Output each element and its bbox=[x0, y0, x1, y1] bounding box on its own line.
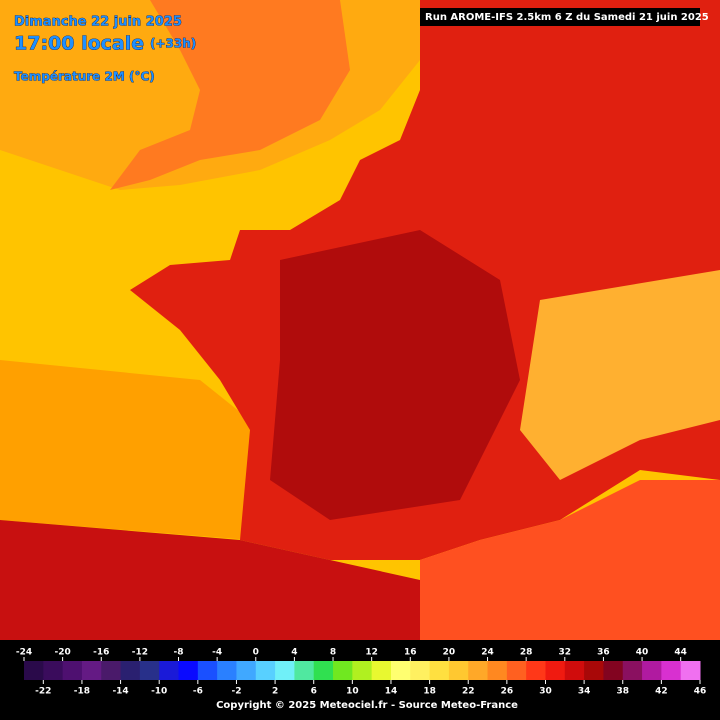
bay bbox=[0, 360, 250, 540]
legend-label: -8 bbox=[174, 648, 184, 658]
legend-label: 30 bbox=[539, 687, 552, 697]
legend-label: 4 bbox=[291, 648, 297, 658]
copyright: Copyright © 2025 Meteociel.fr - Source M… bbox=[216, 700, 518, 711]
legend-swatch bbox=[680, 661, 701, 680]
parameter: Température 2M (°C) bbox=[14, 70, 155, 84]
legend-label: -14 bbox=[112, 687, 128, 697]
legend-label: 2 bbox=[272, 687, 278, 697]
legend-label: 28 bbox=[520, 648, 533, 658]
legend-swatch bbox=[313, 661, 334, 680]
legend-swatch bbox=[410, 661, 431, 680]
legend-swatch bbox=[139, 661, 160, 680]
legend-label: 8 bbox=[330, 648, 336, 658]
legend-swatch bbox=[352, 661, 373, 680]
legend-label: -12 bbox=[132, 648, 148, 658]
legend-swatch bbox=[371, 661, 392, 680]
legend-swatch bbox=[487, 661, 508, 680]
legend-swatch bbox=[333, 661, 353, 680]
legend-label: 38 bbox=[616, 687, 629, 697]
legend-label: 32 bbox=[559, 648, 572, 658]
date: Dimanche 22 juin 2025 bbox=[14, 15, 182, 30]
legend-label: 20 bbox=[443, 648, 456, 658]
legend-swatch bbox=[275, 661, 295, 680]
legend-label: 44 bbox=[674, 648, 687, 658]
legend-label: -18 bbox=[74, 687, 90, 697]
legend-label: -24 bbox=[16, 648, 32, 658]
run-info: Run AROME-IFS 2.5km 6 Z du Samedi 21 jui… bbox=[425, 12, 709, 23]
legend-label: -6 bbox=[193, 687, 203, 697]
legend-swatch bbox=[622, 661, 643, 680]
legend-label: 36 bbox=[597, 648, 610, 658]
legend-label: -2 bbox=[231, 687, 241, 697]
mediterranean bbox=[420, 480, 720, 640]
legend-label: -22 bbox=[35, 687, 51, 697]
legend-swatch bbox=[62, 661, 83, 680]
legend-swatch bbox=[43, 661, 64, 680]
spain bbox=[0, 520, 420, 640]
legend-label: 42 bbox=[655, 687, 668, 697]
legend-swatch bbox=[197, 661, 218, 680]
legend-label: -16 bbox=[93, 648, 109, 658]
offset: (+33h) bbox=[150, 37, 196, 51]
legend-swatch bbox=[390, 661, 411, 680]
legend-swatch bbox=[661, 661, 682, 680]
legend-label: -10 bbox=[151, 687, 167, 697]
legend-label: 16 bbox=[404, 648, 417, 658]
legend-label: 10 bbox=[346, 687, 359, 697]
legend-swatch bbox=[217, 661, 237, 680]
legend-swatch bbox=[429, 661, 450, 680]
legend-label: 26 bbox=[501, 687, 514, 697]
legend-label: 6 bbox=[311, 687, 317, 697]
run-bar bbox=[420, 8, 700, 26]
legend-label: 40 bbox=[636, 648, 649, 658]
legend-swatch bbox=[294, 661, 315, 680]
interior bbox=[270, 230, 520, 520]
legend-swatch bbox=[178, 661, 199, 680]
time: 17:00 locale bbox=[14, 33, 144, 55]
legend: -24-22-20-18-16-14-12-10-8-6-4-202468101… bbox=[16, 648, 706, 697]
legend-swatch bbox=[101, 661, 122, 680]
legend-swatch bbox=[120, 661, 141, 680]
legend-label: 14 bbox=[385, 687, 398, 697]
legend-swatch bbox=[603, 661, 624, 680]
legend-swatch bbox=[506, 661, 527, 680]
legend-swatch bbox=[255, 661, 276, 680]
england bbox=[110, 0, 350, 190]
legend-label: 34 bbox=[578, 687, 591, 697]
legend-label: 18 bbox=[423, 687, 436, 697]
legend-swatch bbox=[24, 661, 44, 680]
legend-swatch bbox=[448, 661, 469, 680]
legend-label: -20 bbox=[54, 648, 70, 658]
legend-swatch bbox=[545, 661, 566, 680]
legend-swatch bbox=[159, 661, 180, 680]
legend-swatch bbox=[584, 661, 604, 680]
legend-swatch bbox=[642, 661, 662, 680]
legend-swatch bbox=[236, 661, 257, 680]
legend-swatch bbox=[526, 661, 546, 680]
legend-swatch bbox=[468, 661, 489, 680]
legend-label: 24 bbox=[481, 648, 494, 658]
alps bbox=[520, 270, 720, 480]
legend-label: 22 bbox=[462, 687, 475, 697]
legend-label: 46 bbox=[694, 687, 707, 697]
legend-label: -4 bbox=[212, 648, 222, 658]
legend-label: 12 bbox=[365, 648, 378, 658]
legend-swatch bbox=[81, 661, 102, 680]
legend-label: 0 bbox=[253, 648, 259, 658]
legend-swatch bbox=[564, 661, 585, 680]
